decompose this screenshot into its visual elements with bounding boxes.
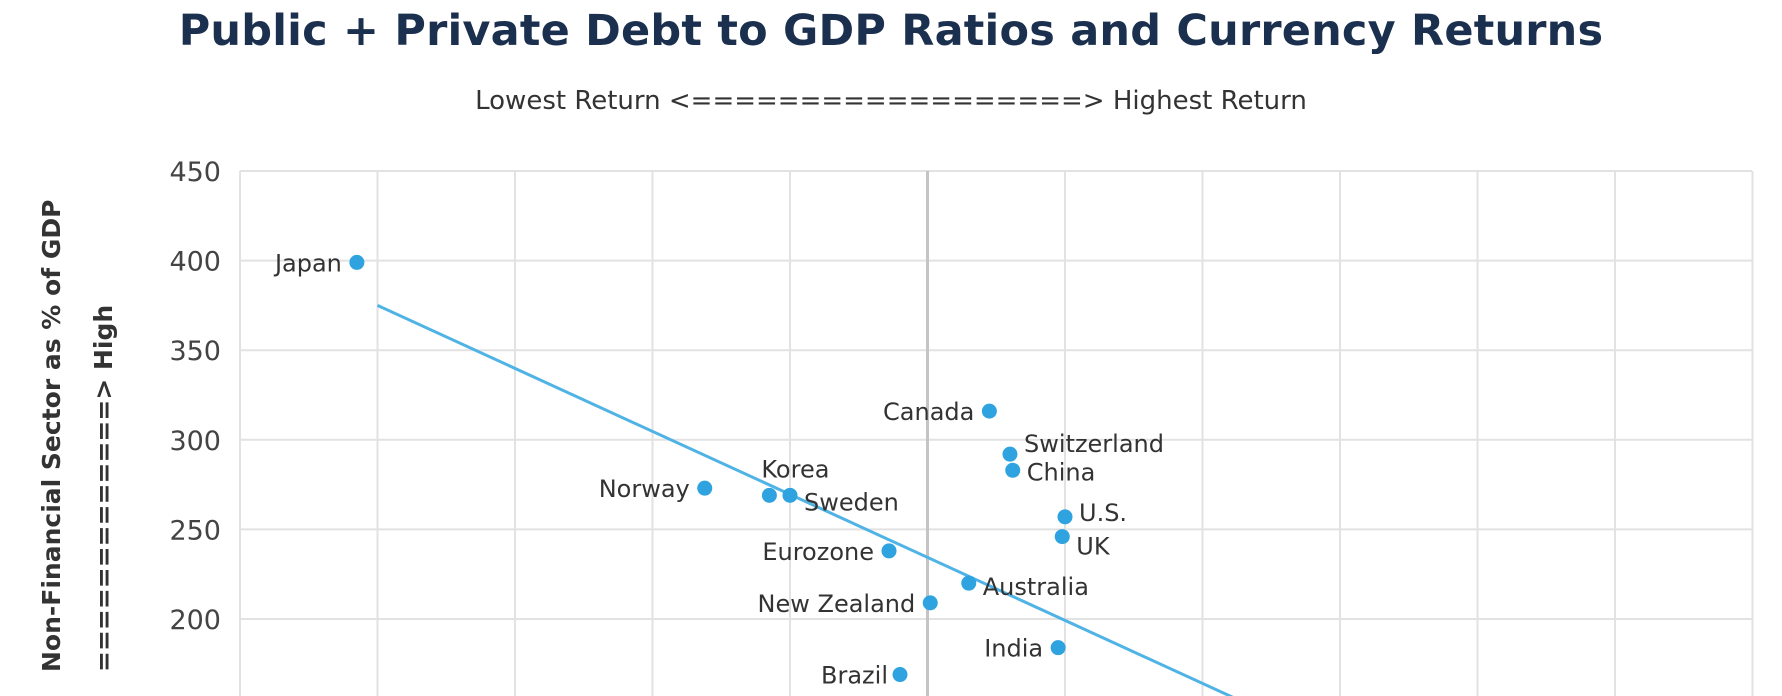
y-tick-label: 350 bbox=[169, 336, 221, 367]
y-tick-label: 250 bbox=[169, 515, 221, 546]
y-tick-label: 400 bbox=[169, 247, 221, 278]
point-canada bbox=[981, 403, 997, 419]
point-label-korea: Korea bbox=[761, 455, 829, 483]
point-label-australia: Australia bbox=[983, 573, 1089, 601]
point-label-new-zealand: New Zealand bbox=[758, 590, 916, 618]
point-label-uk: UK bbox=[1076, 533, 1111, 561]
y-axis-label-secondary: =============> High bbox=[89, 305, 118, 672]
point-layer bbox=[349, 254, 1073, 683]
point-korea bbox=[761, 487, 777, 503]
point-sweden bbox=[782, 487, 798, 503]
point-label-eurozone: Eurozone bbox=[762, 538, 874, 566]
point-label-norway: Norway bbox=[599, 475, 690, 503]
y-tick-label: 450 bbox=[169, 157, 221, 188]
point-china bbox=[1005, 462, 1021, 478]
y-tick-label: 200 bbox=[169, 605, 221, 636]
point-norway bbox=[697, 480, 713, 496]
point-india bbox=[1050, 640, 1066, 656]
grid-layer bbox=[239, 170, 1754, 696]
point-u-s bbox=[1057, 509, 1073, 525]
point-australia bbox=[961, 575, 977, 591]
point-label-india: India bbox=[984, 635, 1043, 663]
point-label-japan: Japan bbox=[273, 249, 342, 277]
trendline-layer bbox=[376, 304, 1234, 696]
point-brazil bbox=[892, 667, 908, 683]
y-axis-label: Non-Financial Sector as % of GDP bbox=[37, 200, 66, 672]
point-new-zealand bbox=[922, 595, 938, 611]
point-label-switzerland: Switzerland bbox=[1024, 430, 1164, 458]
point-switzerland bbox=[1002, 446, 1018, 462]
point-japan bbox=[349, 254, 365, 270]
point-label-china: China bbox=[1027, 458, 1096, 486]
point-label-canada: Canada bbox=[883, 398, 974, 426]
y-tick-label: 300 bbox=[169, 426, 221, 457]
chart-title: Public + Private Debt to GDP Ratios and … bbox=[178, 6, 1604, 56]
point-uk bbox=[1054, 529, 1070, 545]
point-eurozone bbox=[881, 543, 897, 559]
point-label-sweden: Sweden bbox=[804, 488, 899, 516]
point-label-brazil: Brazil bbox=[821, 662, 888, 690]
trendline bbox=[376, 304, 1234, 696]
y-tick-layer: 200 250 300 350 400 450 bbox=[169, 157, 221, 636]
y-axis-label-main: Non-Financial Sector as % of GDP bbox=[37, 200, 66, 672]
point-label-u-s: U.S. bbox=[1079, 499, 1127, 527]
chart-subtitle: Lowest Return <==================> Highe… bbox=[475, 86, 1307, 116]
